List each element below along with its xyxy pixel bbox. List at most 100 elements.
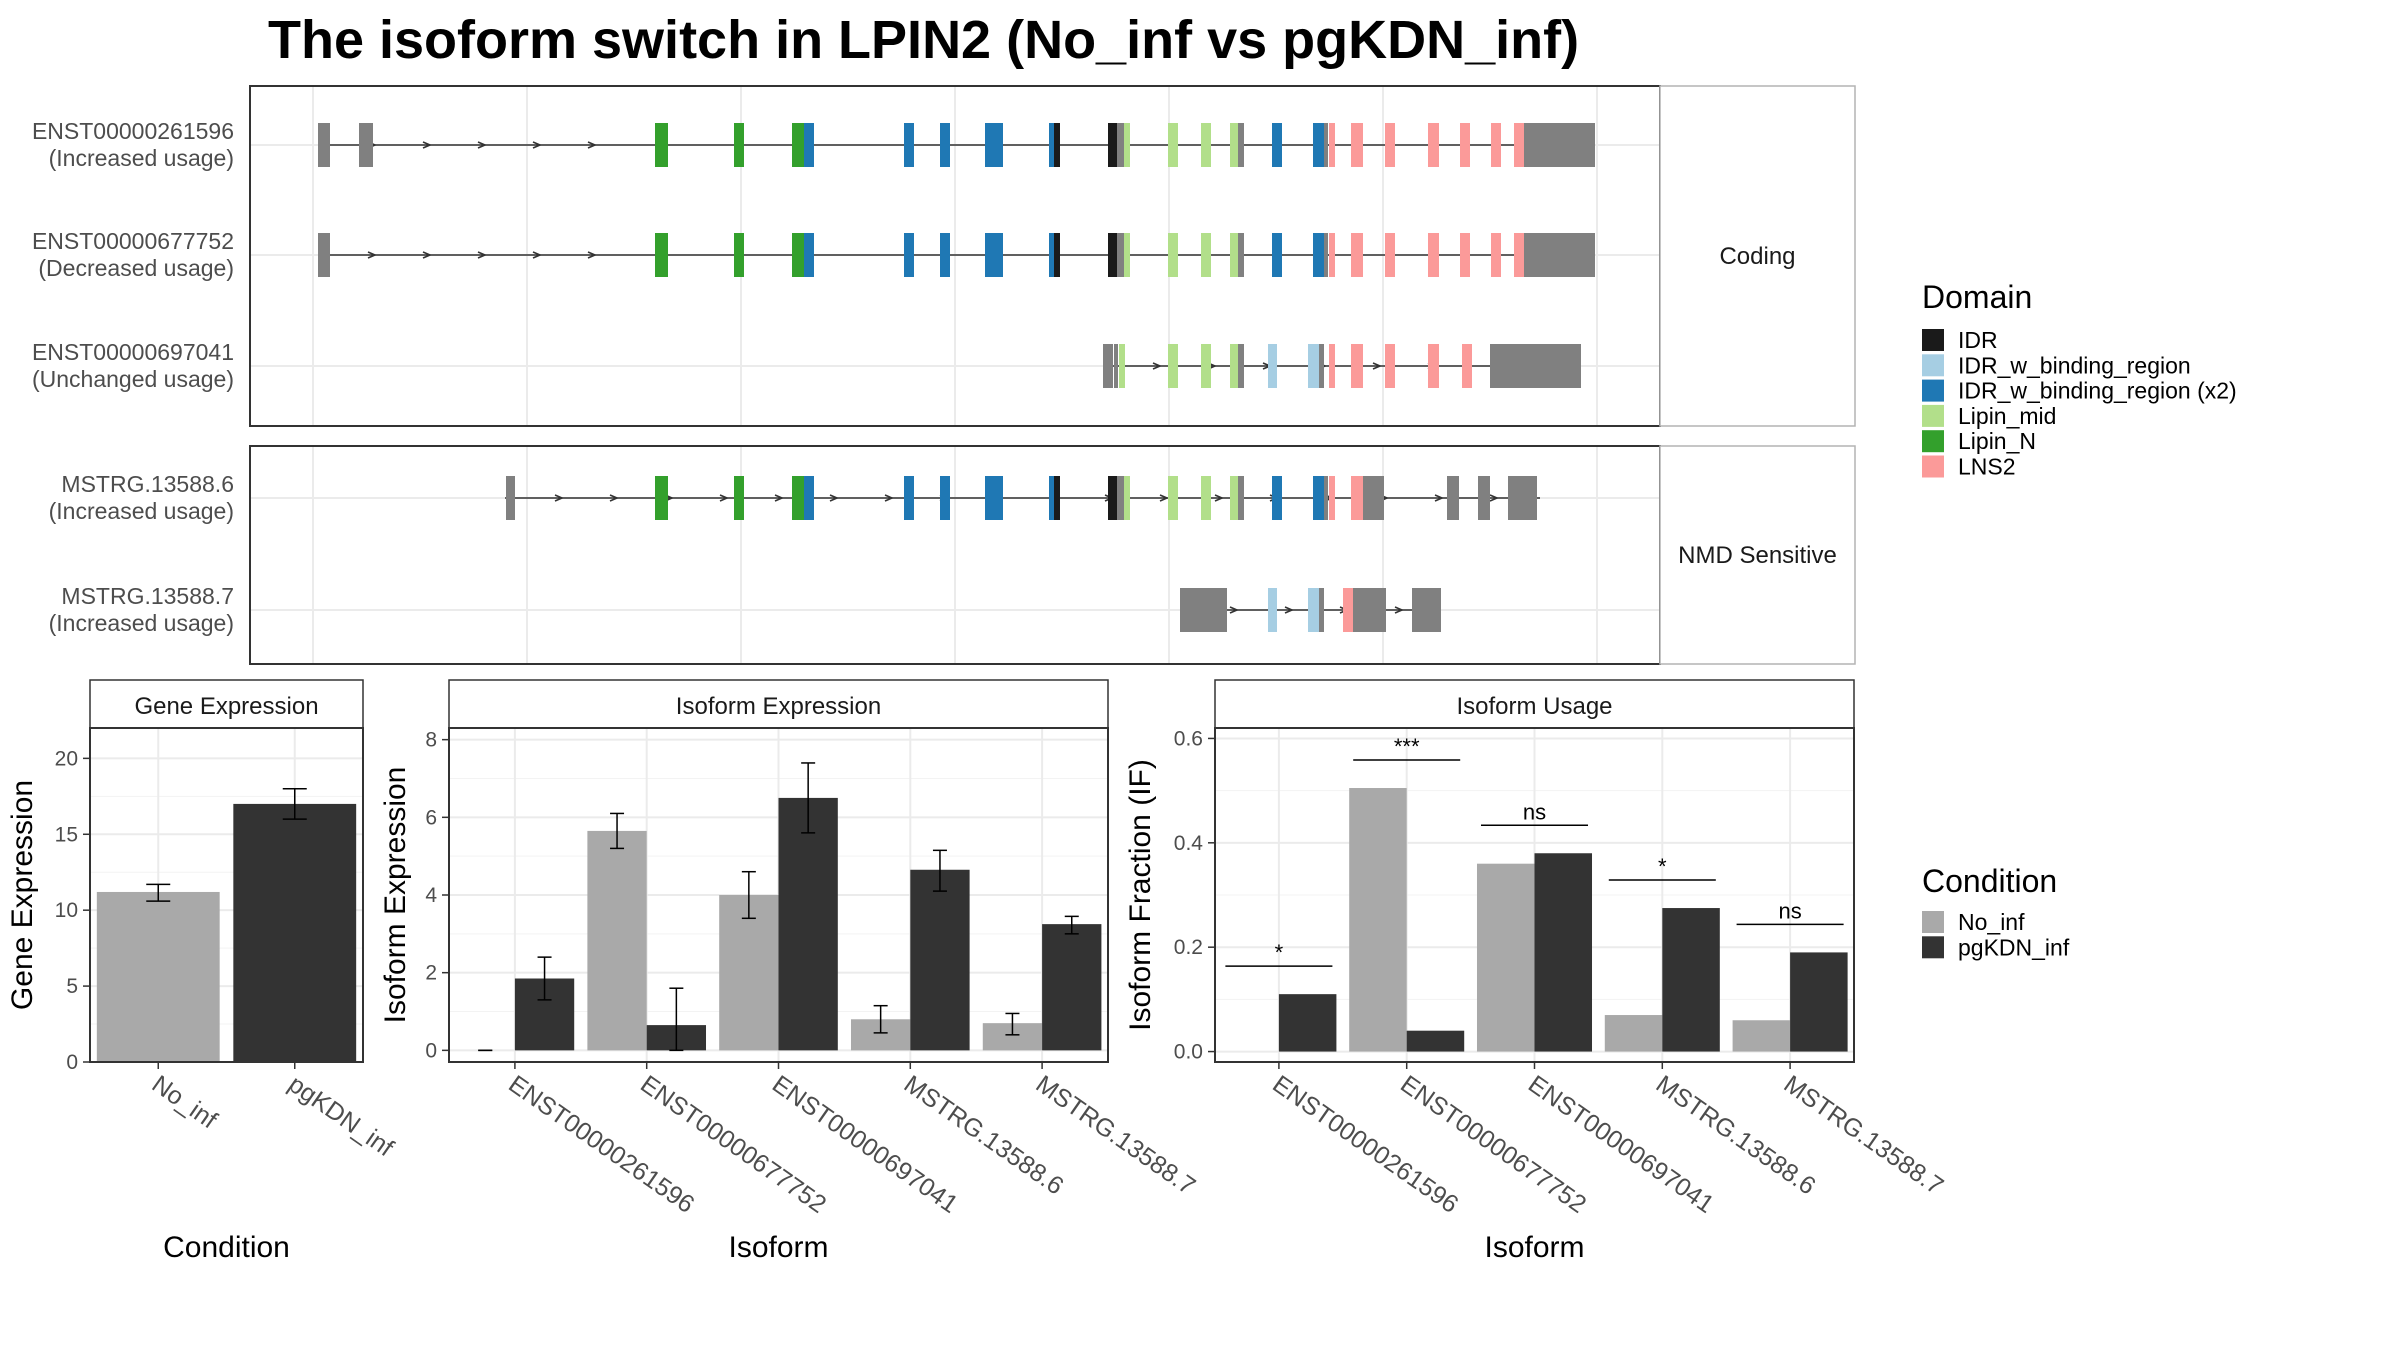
direction-arrow bbox=[1284, 606, 1295, 614]
noncoding-exon bbox=[1524, 233, 1532, 277]
bar bbox=[778, 797, 838, 1051]
y-axis-title: Isoform Fraction (IF) bbox=[1124, 759, 1157, 1031]
bar bbox=[1042, 924, 1102, 1051]
panel-strip-label: Gene Expression bbox=[134, 693, 318, 720]
isoform-label: MSTRG.13588.7 bbox=[61, 583, 234, 609]
domain-exon bbox=[1108, 233, 1117, 277]
legend-swatch bbox=[1922, 936, 1944, 959]
domain-exon bbox=[1385, 233, 1395, 277]
domain-exon bbox=[1054, 476, 1060, 520]
noncoding-exon bbox=[1353, 588, 1356, 632]
significance-label: * bbox=[1658, 854, 1667, 879]
domain-exon bbox=[904, 123, 914, 167]
domain-exon bbox=[734, 123, 744, 167]
domain-exon bbox=[1343, 588, 1353, 632]
domain-exon bbox=[1119, 344, 1125, 388]
domain-exon bbox=[1351, 344, 1363, 388]
direction-arrow bbox=[477, 251, 488, 259]
direction-arrow bbox=[554, 494, 565, 502]
legend-label: IDR bbox=[1958, 327, 1998, 353]
noncoding-block bbox=[1508, 476, 1537, 520]
domain-exon bbox=[985, 476, 1003, 520]
domain-exon bbox=[1385, 344, 1395, 388]
domain-exon bbox=[1272, 233, 1282, 277]
direction-arrow bbox=[532, 251, 543, 259]
domain-exon bbox=[1230, 123, 1240, 167]
noncoding-exon bbox=[1117, 123, 1124, 167]
legend-label: pgKDN_inf bbox=[1958, 934, 2070, 960]
y-tick-label: 0.0 bbox=[1174, 1041, 1203, 1064]
noncoding-exon bbox=[359, 123, 373, 167]
isoform-structure-plot: ENST00000261596 (Increased usage) ENST0000… bbox=[32, 85, 1856, 665]
legend-label: IDR_w_binding_region bbox=[1958, 352, 2191, 378]
panel-strip bbox=[448, 679, 1109, 729]
domain-exon bbox=[1230, 233, 1240, 277]
isoform-usage-label: (Increased usage) bbox=[49, 610, 234, 636]
noncoding-block bbox=[1492, 344, 1581, 388]
y-tick-label: 0 bbox=[66, 1051, 78, 1074]
bar bbox=[587, 830, 647, 1051]
legend-label: No_inf bbox=[1958, 909, 2025, 935]
isoform-usage-label: (Decreased usage) bbox=[38, 255, 234, 281]
domain-exon bbox=[1108, 476, 1117, 520]
legend-label: Lipin_mid bbox=[1958, 403, 2056, 429]
y-tick-label: 2 bbox=[425, 962, 437, 985]
bar bbox=[233, 803, 357, 1062]
noncoding-exon bbox=[1238, 233, 1244, 277]
noncoding-exon bbox=[318, 233, 330, 277]
domain-exon bbox=[1108, 123, 1117, 167]
noncoding-exon bbox=[1238, 123, 1244, 167]
domain-exon bbox=[1124, 123, 1130, 167]
domain-exon bbox=[1313, 476, 1326, 520]
domain-exon bbox=[734, 233, 744, 277]
domain-exon bbox=[1514, 233, 1524, 277]
domain-exon bbox=[1272, 476, 1282, 520]
facet-strip-label: Coding bbox=[1719, 243, 1795, 270]
domain-exon bbox=[1054, 123, 1060, 167]
domain-exon bbox=[1201, 476, 1211, 520]
noncoding-exon bbox=[1117, 233, 1124, 277]
x-axis-title: Isoform bbox=[728, 1231, 828, 1264]
isoform-label: ENST00000697041 bbox=[32, 339, 234, 365]
domain-exon bbox=[1124, 476, 1130, 520]
y-tick-label: 4 bbox=[425, 884, 437, 907]
y-tick-label: 5 bbox=[66, 975, 78, 998]
bar bbox=[910, 869, 970, 1051]
domain-exon bbox=[1168, 233, 1178, 277]
bar bbox=[96, 891, 220, 1062]
domain-exon bbox=[1201, 233, 1211, 277]
domain-exon bbox=[1428, 344, 1439, 388]
noncoding-block bbox=[1356, 588, 1386, 632]
domain-exon bbox=[1201, 344, 1211, 388]
direction-arrow bbox=[477, 141, 488, 149]
noncoding-exon bbox=[1117, 476, 1124, 520]
panel-strip bbox=[89, 679, 364, 729]
domain-exon bbox=[1168, 344, 1178, 388]
domain-exon bbox=[1462, 344, 1472, 388]
domain-exon bbox=[655, 233, 668, 277]
facet-strip bbox=[1659, 445, 1856, 665]
direction-arrow bbox=[587, 251, 598, 259]
domain-exon bbox=[804, 123, 814, 167]
domain-exon bbox=[1230, 344, 1240, 388]
bar bbox=[1732, 1020, 1791, 1052]
noncoding-exon bbox=[506, 476, 515, 520]
isoform-label: ENST00000677752 bbox=[32, 228, 234, 254]
direction-arrow bbox=[884, 494, 895, 502]
domain-exon bbox=[1230, 476, 1240, 520]
x-axis-title: Condition bbox=[163, 1231, 290, 1264]
direction-arrow bbox=[774, 494, 785, 502]
isoform-label: ENST00000261596 bbox=[32, 118, 234, 144]
significance-label: * bbox=[1275, 940, 1284, 965]
domain-exon bbox=[1329, 344, 1335, 388]
domain-exon bbox=[734, 476, 744, 520]
domain-exon bbox=[792, 123, 804, 167]
legend-swatch bbox=[1922, 404, 1944, 427]
direction-arrow bbox=[367, 251, 378, 259]
direction-arrow bbox=[1489, 494, 1500, 502]
facet-strip bbox=[1659, 85, 1856, 427]
domain-exon bbox=[1049, 123, 1058, 167]
panel-strip-label: Isoform Expression bbox=[676, 693, 881, 720]
noncoding-block bbox=[1528, 123, 1595, 167]
direction-arrow bbox=[422, 141, 433, 149]
